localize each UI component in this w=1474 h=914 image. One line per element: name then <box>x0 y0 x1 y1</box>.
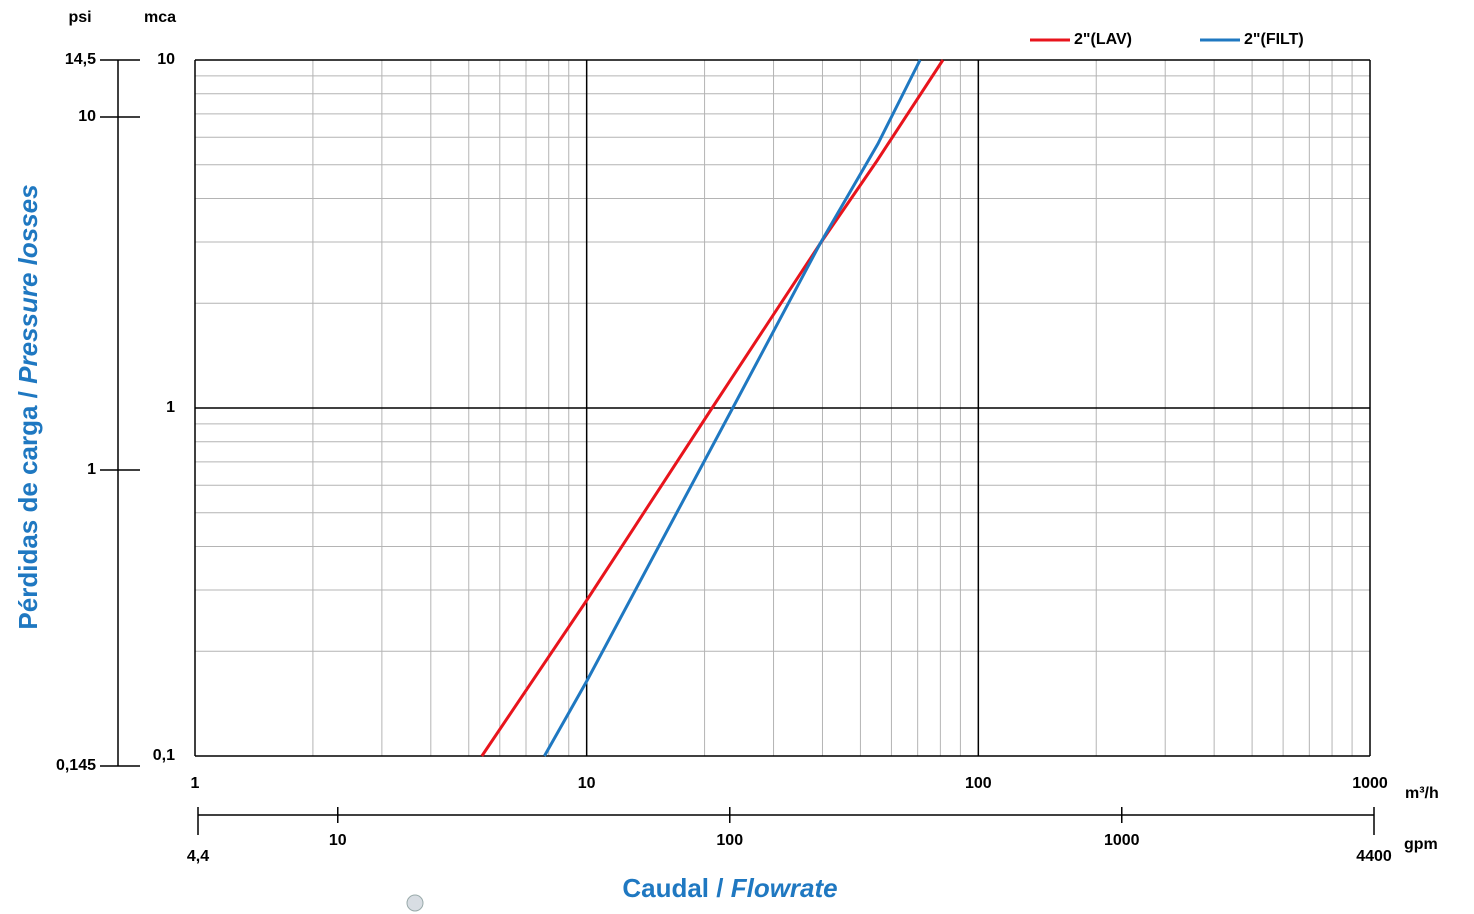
x-axis-title: Caudal / Flowrate <box>622 873 837 903</box>
legend-label: 2"(FILT) <box>1244 31 1304 48</box>
x-unit: m³/h <box>1405 785 1439 802</box>
series-line <box>480 59 945 757</box>
y2-tick-label: 10 <box>78 108 96 125</box>
x2-tick-label: 10 <box>329 832 347 849</box>
x2-unit: gpm <box>1404 836 1438 853</box>
y2-tick-label: 1 <box>87 461 96 478</box>
x-tick-label: 1 <box>191 775 200 792</box>
icon <box>406 894 424 912</box>
y-title-es: Pérdidas de carga / <box>13 391 43 629</box>
x2-tick-label: 100 <box>716 832 743 849</box>
x-title-en: Flowrate <box>731 873 838 903</box>
y2-unit: psi <box>68 9 91 26</box>
x2-tick-label: 1000 <box>1104 832 1140 849</box>
y-tick-label: 1 <box>166 399 175 416</box>
y-axis-title: Pérdidas de carga / Pressure losses <box>13 184 43 629</box>
x-tick-label: 100 <box>965 775 992 792</box>
y2-tick-label: 0,145 <box>56 757 96 774</box>
y-tick-label: 10 <box>157 51 175 68</box>
y-tick-label: 0,1 <box>153 747 175 764</box>
y-title-en: Pressure losses <box>13 184 43 383</box>
x-title-es: Caudal / <box>622 873 723 903</box>
y-unit: mca <box>144 9 176 26</box>
legend-label: 2"(LAV) <box>1074 31 1132 48</box>
x2-tick-label: 4400 <box>1356 848 1392 865</box>
y2-tick-label: 14,5 <box>65 51 96 68</box>
x-tick-label: 1000 <box>1352 775 1388 792</box>
series-line <box>543 59 922 757</box>
x-tick-label: 10 <box>578 775 596 792</box>
x2-tick-label: 4,4 <box>187 848 209 865</box>
